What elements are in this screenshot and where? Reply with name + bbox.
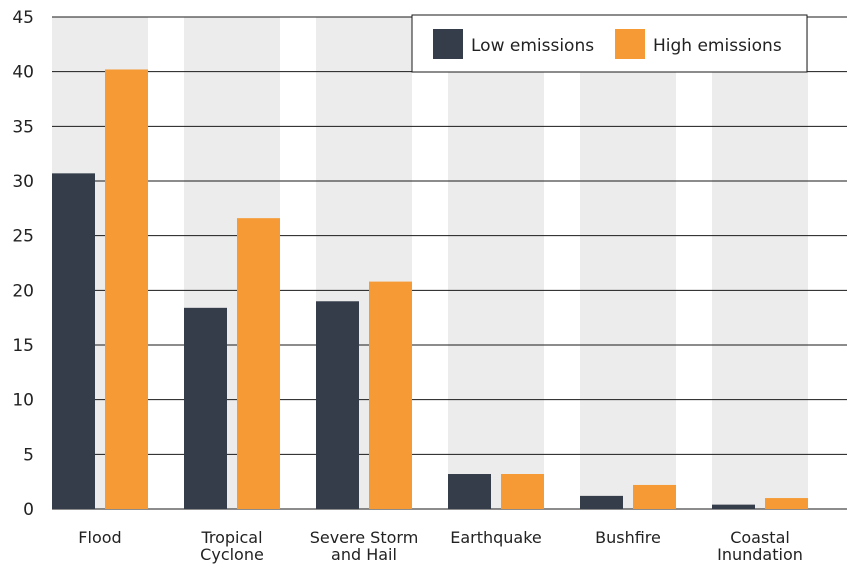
legend-swatch-high (615, 29, 645, 59)
bar-high-emissions (237, 218, 280, 509)
x-category-label: Tropical Cyclone (200, 528, 264, 564)
x-axis-labels: Flood Tropical Cyclone Severe Storm and Hail… (78, 528, 803, 564)
legend-label-low: Low emissions (471, 36, 594, 56)
bar-low-emissions (316, 301, 359, 509)
y-tick-label: 45 (12, 8, 34, 28)
bar-low-emissions (52, 173, 95, 509)
y-tick-label: 35 (12, 117, 34, 137)
bar-high-emissions (633, 484, 676, 509)
x-category-label: Earthquake (450, 528, 542, 547)
legend-swatch-low (433, 29, 463, 59)
y-tick-label: 0 (23, 500, 34, 520)
bar-high-emissions (765, 498, 808, 509)
category-band (580, 17, 676, 509)
bar-low-emissions (580, 495, 623, 509)
x-category-label: Bushfire (595, 528, 661, 547)
y-tick-label: 10 (12, 391, 34, 411)
x-category-label: Coastal Inundation (717, 528, 803, 564)
y-tick-label: 30 (12, 172, 34, 192)
category-band (448, 17, 544, 509)
y-tick-label: 5 (23, 445, 34, 465)
bar-high-emissions (501, 474, 544, 509)
bar-low-emissions (448, 474, 491, 509)
y-tick-label: 15 (12, 336, 34, 356)
legend-label-high: High emissions (653, 36, 782, 56)
x-category-label: Severe Storm and Hail (310, 528, 419, 564)
x-category-label: Flood (78, 528, 121, 547)
y-tick-label: 20 (12, 281, 34, 301)
y-tick-label: 25 (12, 227, 34, 247)
y-axis-ticks: 0 5 10 15 20 25 30 35 40 45 (12, 8, 34, 520)
category-bands (52, 17, 808, 509)
legend: Low emissions High emissions (411, 14, 808, 73)
bar-high-emissions (369, 281, 412, 509)
bar-high-emissions (105, 69, 148, 509)
bar-low-emissions (184, 307, 227, 509)
category-band (712, 17, 808, 509)
y-tick-label: 40 (12, 63, 34, 83)
bars (52, 69, 808, 509)
bar-low-emissions (712, 504, 755, 509)
legend-box (411, 14, 808, 73)
